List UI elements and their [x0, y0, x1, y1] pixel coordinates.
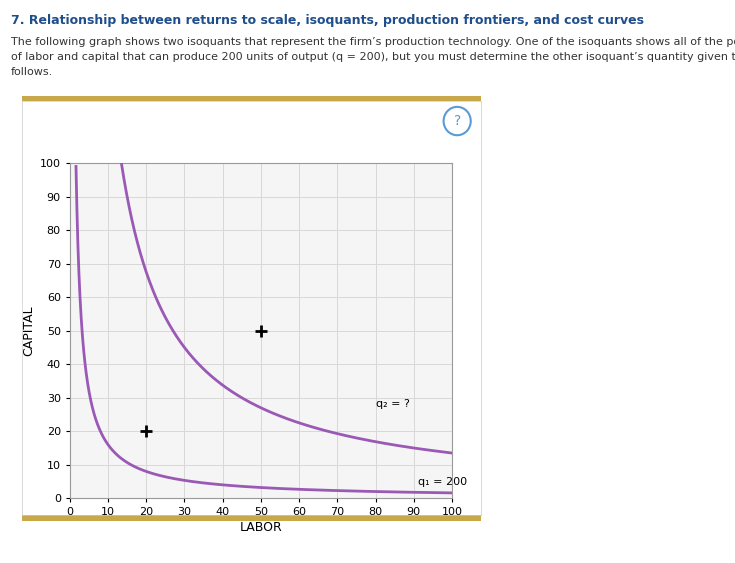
Text: of labor and capital that can produce 200 units of output (q = 200), but you mus: of labor and capital that can produce 20… [11, 52, 735, 62]
Text: q₂ = ?: q₂ = ? [376, 400, 409, 409]
Text: follows.: follows. [11, 67, 53, 77]
Text: ?: ? [453, 114, 461, 128]
Text: q₁ = 200: q₁ = 200 [417, 476, 467, 486]
X-axis label: LABOR: LABOR [240, 521, 282, 534]
Text: 7. Relationship between returns to scale, isoquants, production frontiers, and c: 7. Relationship between returns to scale… [11, 14, 644, 27]
Text: The following graph shows two isoquants that represent the firm’s production tec: The following graph shows two isoquants … [11, 37, 735, 47]
Y-axis label: CAPITAL: CAPITAL [23, 306, 35, 356]
